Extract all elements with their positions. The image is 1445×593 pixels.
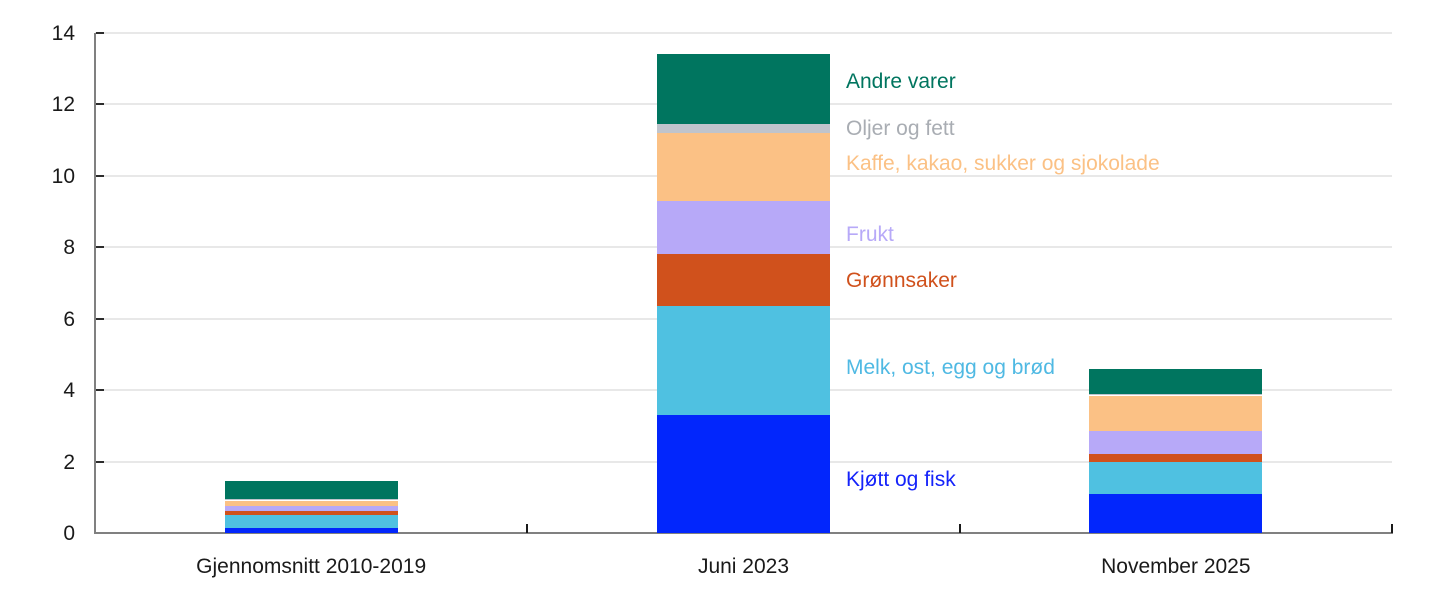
bar-1-segment-kaffe-kakao-sukker-og-sjokolade — [224, 500, 398, 506]
y-axis-label-10: 10 — [51, 164, 75, 188]
x-axis-category-label-2: Juni 2023 — [697, 555, 790, 578]
y-gridline-14 — [95, 32, 1392, 34]
y-axis-tick-12 — [96, 103, 104, 106]
series-label-kj-tt-og-fisk: Kjøtt og fisk — [846, 468, 956, 491]
y-axis-label-4: 4 — [63, 379, 75, 403]
bar-3-segment-oljer-og-fett — [1089, 393, 1263, 396]
series-label-kaffe-kakao-sukker-og-sjokolade: Kaffe, kakao, sukker og sjokolade — [846, 152, 1160, 175]
bar-1-segment-melk-ost-egg-og-br-d — [224, 515, 398, 528]
bar-3-segment-kj-tt-og-fisk — [1089, 493, 1263, 533]
y-axis-tick-4 — [96, 389, 104, 392]
x-axis-tick-3 — [1391, 524, 1393, 533]
y-axis-label-8: 8 — [63, 236, 75, 260]
bar-3-segment-kaffe-kakao-sukker-og-sjokolade — [1089, 395, 1263, 432]
x-axis-line — [94, 532, 1393, 534]
bar-1-segment-kj-tt-og-fisk — [224, 527, 398, 533]
series-label-melk-ost-egg-og-br-d: Melk, ost, egg og brød — [846, 356, 1055, 379]
bar-3-segment-andre-varer — [1089, 368, 1263, 394]
y-axis-tick-14 — [96, 32, 104, 34]
bar-2-segment-melk-ost-egg-og-br-d — [657, 306, 830, 416]
bar-2-segment-andre-varer — [657, 54, 830, 125]
bar-2-segment-frukt — [657, 200, 830, 255]
y-axis-tick-2 — [96, 460, 104, 463]
series-label-gr-nnsaker: Grønnsaker — [846, 269, 957, 292]
series-label-oljer-og-fett: Oljer og fett — [846, 117, 955, 140]
bar-3-segment-gr-nnsaker — [1089, 454, 1263, 462]
bar-2-segment-gr-nnsaker — [657, 254, 830, 307]
y-axis-label-6: 6 — [63, 307, 75, 331]
y-axis-tick-6 — [96, 317, 104, 320]
y-axis-label-14: 14 — [51, 22, 75, 45]
x-axis-category-label-1: Gjennomsnitt 2010-2019 — [196, 555, 427, 578]
y-axis-tick-10 — [96, 174, 104, 177]
y-axis-tick-8 — [96, 246, 104, 249]
series-label-andre-varer: Andre varer — [846, 70, 956, 93]
bar-1-segment-frukt — [224, 505, 398, 511]
y-axis-line — [94, 33, 96, 533]
x-axis-tick-2 — [958, 524, 961, 533]
bar-2-segment-kj-tt-og-fisk — [657, 415, 830, 533]
bar-3-segment-frukt — [1089, 431, 1263, 455]
bar-1-segment-oljer-og-fett — [224, 498, 398, 501]
series-label-frukt: Frukt — [846, 223, 894, 246]
bar-1-segment-gr-nnsaker — [224, 510, 398, 516]
y-axis-label-0: 0 — [63, 522, 75, 545]
bar-2-segment-oljer-og-fett — [657, 124, 830, 133]
x-axis-tick-1 — [526, 524, 529, 533]
bar-1-segment-andre-varer — [224, 480, 398, 499]
y-axis-label-12: 12 — [51, 93, 75, 117]
bar-3-segment-melk-ost-egg-og-br-d — [1089, 461, 1263, 494]
y-axis-label-2: 2 — [63, 450, 75, 474]
bar-2-segment-kaffe-kakao-sukker-og-sjokolade — [657, 133, 830, 201]
x-axis-category-label-3: November 2025 — [1101, 555, 1251, 578]
